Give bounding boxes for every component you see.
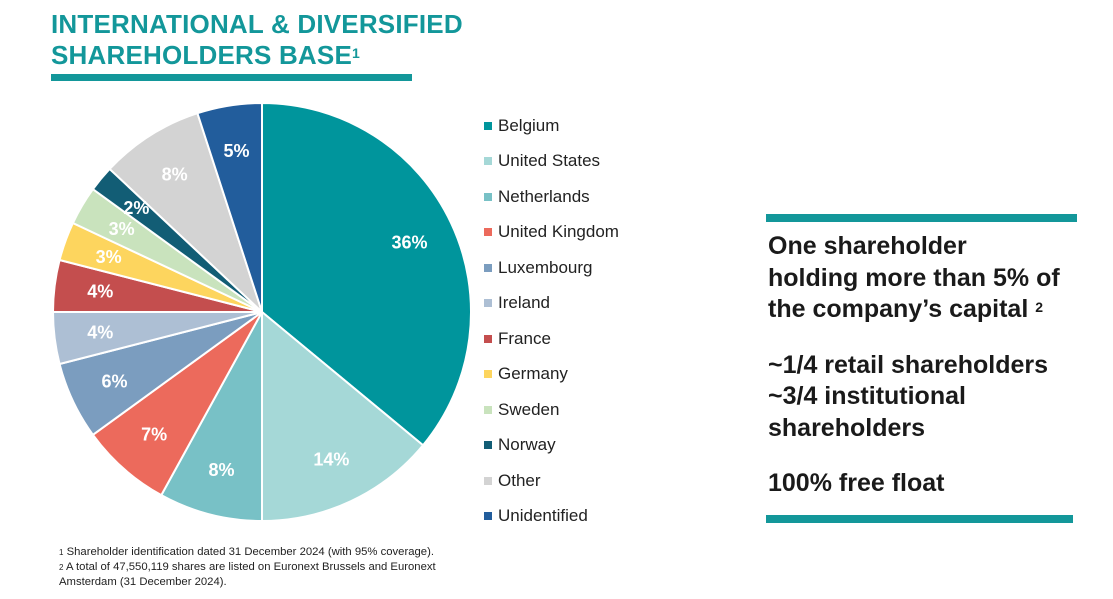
- legend-swatch: [484, 121, 492, 130]
- legend-item-germany: Germany: [484, 357, 619, 393]
- legend-label: United Kingdom: [498, 222, 619, 242]
- legend-item-united-kingdom: United Kingdom: [484, 215, 619, 251]
- legend-label: Ireland: [498, 293, 550, 313]
- pie-label-germany: 3%: [96, 247, 122, 267]
- pie-label-other: 8%: [162, 164, 188, 184]
- legend-label: Luxembourg: [498, 257, 593, 277]
- legend-swatch: [484, 299, 492, 308]
- legend-label: France: [498, 328, 551, 348]
- legend-label: Unidentified: [498, 506, 588, 526]
- legend-item-unidentified: Unidentified: [484, 499, 619, 535]
- legend-swatch: [484, 476, 492, 485]
- pie-label-unidentified: 5%: [223, 141, 249, 161]
- legend-label: Netherlands: [498, 186, 590, 206]
- legend-item-other: Other: [484, 463, 619, 499]
- legend-swatch: [484, 157, 492, 166]
- title-underline: [51, 74, 412, 81]
- legend-label: United States: [498, 151, 601, 171]
- pie-label-sweden: 3%: [109, 219, 135, 239]
- legend-item-netherlands: Netherlands: [484, 179, 619, 215]
- legend-swatch: [484, 228, 492, 237]
- footnote-2: 2 A total of 47,550,119 shares are liste…: [59, 561, 436, 588]
- legend-item-sweden: Sweden: [484, 392, 619, 428]
- legend-item-belgium: Belgium: [484, 108, 619, 144]
- chart-legend: Belgium United States Netherlands United Ki…: [484, 108, 619, 534]
- pie-slice-netherlands: [159, 311, 263, 523]
- pie-slice-united-states: [261, 309, 425, 523]
- legend-label: Other: [498, 470, 541, 490]
- title-line-1: INTERNATIONAL & DIVERSIFIED: [51, 9, 463, 39]
- footnote-1: 1 Shareholder identification dated 31 De…: [59, 546, 434, 558]
- pie-label-united-states: 14%: [313, 450, 349, 470]
- legend-item-norway: Norway: [484, 428, 619, 464]
- legend-swatch: [484, 405, 492, 414]
- legend-label: Norway: [498, 435, 556, 455]
- pie-slice-other: [108, 111, 263, 313]
- legend-swatch: [484, 512, 492, 521]
- legend-swatch: [484, 192, 492, 201]
- holding-footnote-ref: 2: [1035, 299, 1044, 315]
- legend-swatch: [484, 334, 492, 343]
- legend-label: Belgium: [498, 115, 560, 135]
- key-facts-panel: One shareholder holding more than 5% of …: [768, 231, 1108, 500]
- footnotes: 1 Shareholder identification dated 31 De…: [59, 545, 529, 590]
- legend-item-ireland: Ireland: [484, 286, 619, 322]
- pie-label-luxembourg: 6%: [101, 371, 127, 391]
- pie-label-ireland: 4%: [87, 322, 113, 342]
- retail-share-text: ~1/4 retail shareholders ~3/4 institutio…: [768, 350, 1049, 442]
- legend-item-united-states: United States: [484, 144, 619, 180]
- pie-slice-unidentified: [196, 101, 263, 313]
- pie-slice-belgium: [261, 101, 472, 447]
- page-title: INTERNATIONAL & DIVERSIFIED SHAREHOLDERS…: [51, 9, 463, 71]
- pie-label-norway: 2%: [123, 198, 149, 218]
- title-line-2: SHAREHOLDERS BASE: [51, 40, 352, 70]
- pie-chart: 36%14%8%7%6%4%4%3%3%2%8%5%: [51, 101, 472, 523]
- legend-swatch: [484, 263, 492, 272]
- legend-item-luxembourg: Luxembourg: [484, 250, 619, 286]
- highlight-bar-bottom: [766, 515, 1073, 523]
- title-footnote-ref: 1: [352, 45, 360, 61]
- highlight-bar-top: [766, 214, 1077, 222]
- legend-label: Sweden: [498, 399, 560, 419]
- pie-label-france: 4%: [87, 282, 113, 302]
- major-holder-text: One shareholder holding more than 5% of …: [768, 232, 1060, 323]
- legend-swatch: [484, 370, 492, 379]
- legend-swatch: [484, 441, 492, 450]
- pie-label-belgium: 36%: [391, 233, 427, 253]
- pie-label-united-kingdom: 7%: [141, 424, 167, 444]
- legend-item-france: France: [484, 321, 619, 357]
- free-float-text: 100% free float: [768, 469, 945, 497]
- pie-label-netherlands: 8%: [208, 460, 234, 480]
- legend-label: Germany: [498, 364, 568, 384]
